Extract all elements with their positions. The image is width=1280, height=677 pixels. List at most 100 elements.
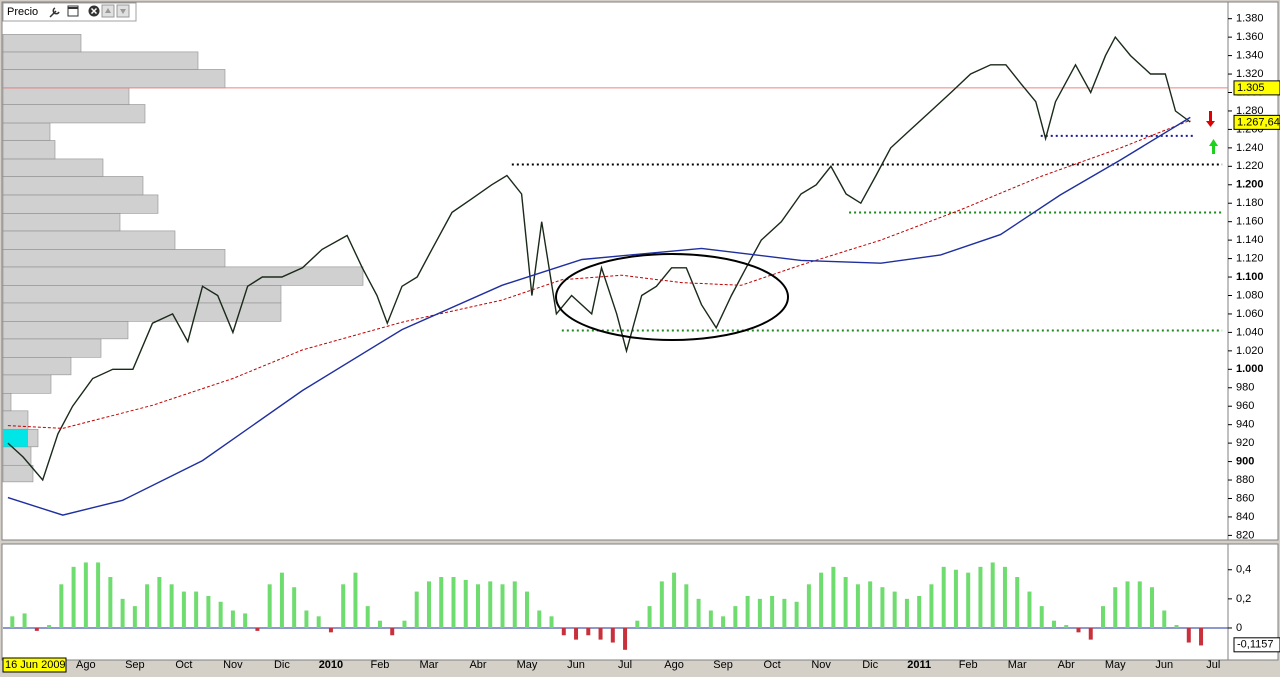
oscillator-bar: [696, 598, 701, 628]
oscillator-bar: [414, 591, 419, 628]
oscillator-bar: [47, 625, 52, 628]
oscillator-bar: [1174, 625, 1179, 628]
y-tick-label: 1.140: [1236, 234, 1264, 246]
oscillator-bar: [708, 610, 713, 628]
oscillator-bar: [194, 591, 199, 628]
price-label-box: [1233, 80, 1280, 96]
oscillator-bar: [537, 610, 542, 628]
oscillator-bar: [365, 606, 370, 628]
x-tick-label: Mar: [420, 659, 439, 671]
x-tick-label: Sep: [713, 659, 733, 671]
x-tick-label: 2011: [907, 659, 931, 671]
price-label-text: 1.305: [1237, 82, 1265, 94]
oscillator-bar: [1199, 627, 1204, 646]
volume-profile-bar: [2, 392, 12, 412]
oscillator-bar: [1137, 581, 1142, 628]
x-tick-label: Abr: [1058, 659, 1075, 671]
x-tick-label: Jul: [618, 659, 632, 671]
x-tick-label: Oct: [175, 659, 192, 671]
oscillator-bar: [1150, 587, 1155, 628]
oscillator-bar: [880, 587, 885, 628]
y-tick-label: 1.060: [1236, 308, 1264, 320]
oscillator-bar: [218, 601, 223, 628]
volume-profile-bar: [2, 51, 199, 70]
oscillator-bar: [953, 569, 958, 628]
oscillator-bar: [71, 566, 76, 628]
volume-profile-bar: [2, 357, 72, 376]
y-tick-label: 1.160: [1236, 216, 1264, 228]
oscillator-bar: [549, 616, 554, 628]
y-tick-label: 1.100: [1236, 271, 1264, 283]
oscillator-bar: [267, 584, 272, 628]
oscillator-bar: [1015, 577, 1020, 628]
y-tick-label: 820: [1236, 529, 1254, 541]
oscillator-bar: [917, 595, 922, 628]
oscillator-bar: [145, 584, 150, 628]
volume-profile-bar: [2, 104, 146, 124]
oscillator-bar: [659, 581, 664, 628]
oscillator-bar: [892, 591, 897, 628]
oscillator-bar: [574, 627, 579, 640]
oscillator-bar: [819, 572, 824, 628]
down-arrow: [1206, 111, 1215, 127]
y-tick-label: 1.000: [1236, 363, 1264, 375]
y-tick-label: 860: [1236, 492, 1254, 504]
oscillator-bar: [855, 584, 860, 628]
window-icon[interactable]: [67, 5, 79, 17]
y-tick-label: 940: [1236, 419, 1254, 431]
volume-profile-bar: [2, 140, 56, 160]
volume-profile-bar: [2, 69, 226, 89]
oscillator-bar: [169, 584, 174, 628]
y-tick-label: 1.040: [1236, 326, 1264, 338]
oscillator-bar: [966, 572, 971, 628]
oscillator-bar: [782, 598, 787, 628]
y-tick-label: 0,4: [1236, 564, 1251, 576]
x-tick-label: Nov: [223, 659, 243, 671]
oscillator-bar: [1186, 627, 1191, 643]
y-tick-label: 1.320: [1236, 68, 1264, 80]
price-label-text: 1.267,64: [1237, 116, 1280, 128]
oscillator-bar: [1027, 591, 1032, 628]
oscillator-bar: [684, 584, 689, 628]
x-tick-label: 2010: [319, 659, 343, 671]
y-tick-label: 1.220: [1236, 160, 1264, 172]
oscillator-bar: [929, 584, 934, 628]
oscillator-bar: [83, 562, 88, 628]
pattern-ellipse: [555, 253, 789, 341]
oscillator-bar: [304, 610, 309, 628]
y-tick-label: 1.200: [1236, 179, 1264, 191]
oscillator-bar: [1088, 627, 1093, 640]
oscillator-panel: [1, 543, 1279, 661]
oscillator-bar: [1064, 625, 1069, 628]
y-tick-label: 880: [1236, 474, 1254, 486]
oscillator-bar: [243, 613, 248, 628]
settings-icon[interactable]: [49, 7, 60, 18]
y-tick-label: 900: [1236, 455, 1254, 467]
y-tick-label: 920: [1236, 437, 1254, 449]
price-label-box: [1233, 637, 1280, 653]
volume-profile-bar: [2, 321, 129, 340]
oscillator-bar: [59, 584, 64, 628]
volume-profile-bar: [2, 338, 102, 358]
x-tick-label: Ago: [76, 659, 96, 671]
date-box: [2, 657, 67, 673]
y-tick-label: 1.180: [1236, 197, 1264, 209]
volume-profile-bar: [2, 285, 282, 304]
chart-title: Precio: [7, 6, 38, 18]
oscillator-bar: [794, 601, 799, 628]
oscillator-bar: [843, 577, 848, 628]
header-icons[interactable]: [49, 4, 130, 18]
oscillator-bar: [598, 627, 603, 640]
down-icon-arrow: [120, 9, 126, 14]
oscillator-bar: [120, 598, 125, 628]
oscillator-bar: [108, 577, 113, 628]
close-icon-x: [90, 7, 98, 15]
x-tick-label: May: [1105, 659, 1126, 671]
oscillator-bar: [831, 566, 836, 628]
highlight: [3, 429, 28, 447]
oscillator-bar: [586, 627, 591, 636]
layers: 820 840 860 880 900 920 940 960 980 1.000 1.020 1.0…: [2, 13, 1280, 673]
oscillator-bar: [34, 627, 39, 631]
price-line: [7, 35, 1191, 482]
